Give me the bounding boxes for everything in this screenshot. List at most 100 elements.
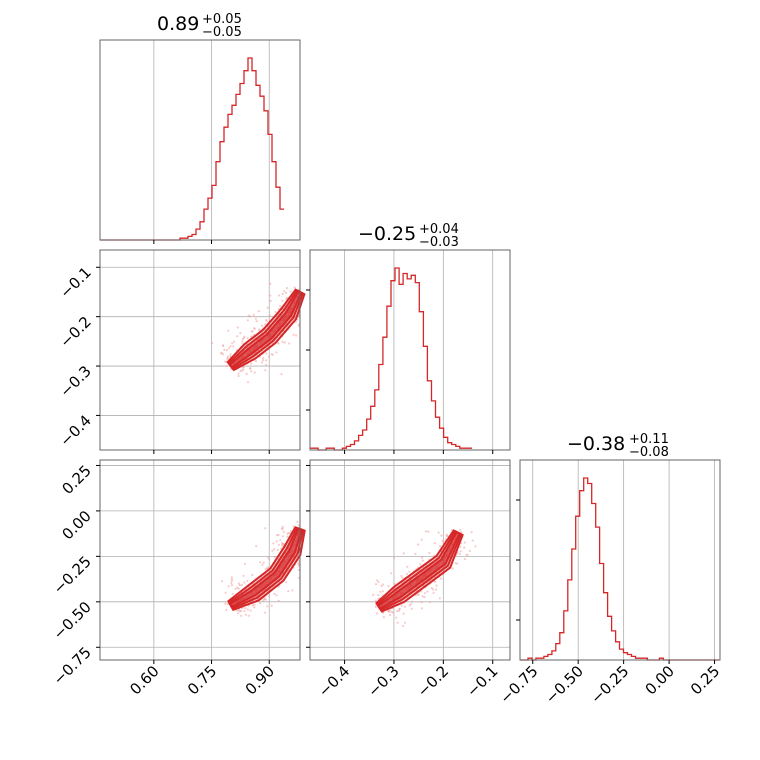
scatter-point [232,345,235,348]
scatter-point [374,583,378,586]
scatter-point [270,353,273,356]
scatter-point [423,595,426,599]
scatter-point [224,602,227,605]
scatter-point [241,366,244,369]
scatter-point [265,352,268,355]
scatter-point [288,342,291,345]
scatter-point [431,588,434,591]
scatter-point [420,607,424,610]
scatter-point [395,616,398,619]
scatter-point [423,592,426,595]
scatter-point [283,290,286,293]
scatter-point [243,610,246,613]
scatter-point [459,545,462,548]
x-tick-label: 0.25 [687,662,723,698]
scatter-point [466,553,469,556]
scatter-point [377,593,380,597]
scatter-point [396,610,399,613]
scatter-point [264,363,268,366]
title-param-1-minus: −0.03 [419,235,459,250]
scatter-point [282,530,285,534]
scatter-point [286,535,289,538]
scatter-point [426,590,429,593]
y-tick-label: 0.00 [58,507,94,543]
scatter-point [267,556,270,559]
scatter-point [246,608,249,611]
scatter-point [400,574,403,578]
scatter-point [254,317,257,320]
scatter-point [253,371,256,374]
scatter-point [230,582,233,585]
scatter-point [266,605,269,608]
scatter-point [246,337,249,340]
scatter-point [250,335,253,338]
y-tick-label: 0.25 [58,462,94,498]
scatter-point [471,539,474,542]
scatter-point [238,610,242,613]
scatter-point [229,353,232,356]
scatter-point [381,583,384,586]
scatter-point [408,604,411,607]
scatter-point [374,605,377,609]
scatter-point [255,359,258,363]
scatter-point [264,527,267,530]
x-tick-label: −0.4 [315,662,353,700]
scatter-point [237,587,240,590]
scatter-point [440,577,443,580]
panel-hist-param-0-frame [99,39,301,241]
scatter-point [419,563,422,566]
y-tick-label: −0.1 [56,263,94,301]
scatter-point [239,332,242,335]
scatter-point [237,582,240,585]
scatter-point [410,607,413,610]
scatter-point [282,535,285,538]
scatter-point [229,345,232,348]
scatter-point [289,529,292,533]
scatter-point [405,572,408,576]
scatter-point [221,344,225,347]
panel-hist-param-0: 0.89 +0.05 −0.05 [99,12,301,244]
scatter-point [260,361,264,364]
scatter-point [404,621,407,624]
scatter-point [261,324,264,327]
scatter-point [277,599,280,603]
scatter-point [279,305,282,308]
scatter-point [403,605,406,608]
title-param-2-value: −0.38 [567,433,625,455]
scatter-point [243,335,246,338]
scatter-point [428,551,431,555]
y-tick-label: −0.3 [56,362,94,400]
scatter-point [372,593,375,597]
scatter-point [398,608,401,611]
scatter-point [375,612,379,615]
scatter-point [285,287,289,290]
scatter-point [297,315,300,318]
scatter-point [250,330,253,333]
scatter-point [297,562,300,565]
x-tick-label: −0.25 [587,662,632,707]
title-param-0-plus: +0.05 [202,12,242,27]
scatter-point [269,282,272,285]
scatter-point [277,294,281,297]
scatter-point [242,368,245,371]
scatter-point [420,600,423,604]
scatter-point [225,349,228,352]
x-axis-param-1: −0.4 −0.3 −0.2 −0.1 [315,662,502,700]
scatter-point [421,556,424,559]
scatter-point [285,291,288,294]
scatter-point [211,342,214,345]
scatter-point [243,562,247,565]
y-tick-label: −0.25 [50,552,95,597]
scatter-point [277,543,280,547]
scatter-point [289,290,292,293]
scatter-point [270,604,273,607]
title-param-0-value: 0.89 [157,13,199,35]
scatter-point [262,356,265,360]
scatter-point [227,329,230,332]
scatter-point [421,559,424,562]
scatter-point [240,614,243,617]
scatter-point [460,531,463,534]
scatter-point [458,553,462,556]
scatter-point [406,565,409,568]
scatter-point [253,327,256,330]
